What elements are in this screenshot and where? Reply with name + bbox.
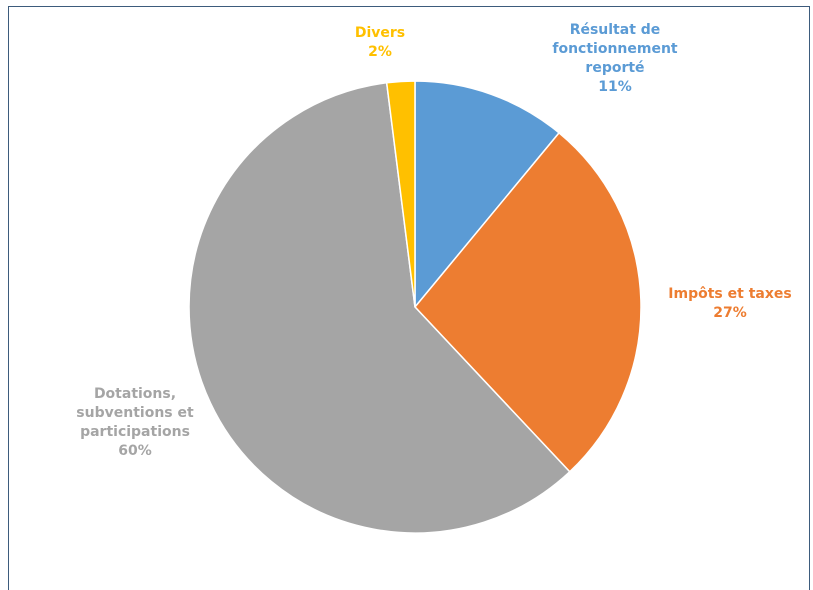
slice-label-divers-line-1: Divers <box>354 25 406 41</box>
pie-slice-divers <box>385 80 416 308</box>
slice-value-divers: 2% <box>368 44 392 60</box>
slice-label-dotations-line-2: subventions et <box>76 405 194 421</box>
slice-label-dotations-line-1: Dotations, <box>93 386 177 402</box>
slice-value-resultat: 11% <box>598 79 632 95</box>
slice-label-impots: Impôts et taxes 27% <box>650 285 810 323</box>
slice-label-divers: Divers 2% <box>350 24 410 62</box>
slice-value-impots: 27% <box>713 305 747 321</box>
pie-slices <box>188 80 642 534</box>
slice-value-dotations: 60% <box>118 443 152 459</box>
pie-slice-impots <box>414 131 642 473</box>
slice-label-resultat-line-1: Résultat de <box>569 22 661 38</box>
pie-slice-resultat <box>414 80 561 310</box>
pie-slice-dotations <box>188 81 571 534</box>
slice-label-dotations-line-3: participations <box>80 424 190 440</box>
slice-label-dotations: Dotations, subventions et participations… <box>60 385 210 461</box>
slice-label-impots-line-1: Impôts et taxes <box>668 286 792 302</box>
slice-label-resultat-line-3: reporté <box>585 60 645 76</box>
slice-label-resultat-line-2: fonctionnement <box>552 41 678 57</box>
slice-label-resultat: Résultat de fonctionnement reporté 11% <box>540 21 690 97</box>
